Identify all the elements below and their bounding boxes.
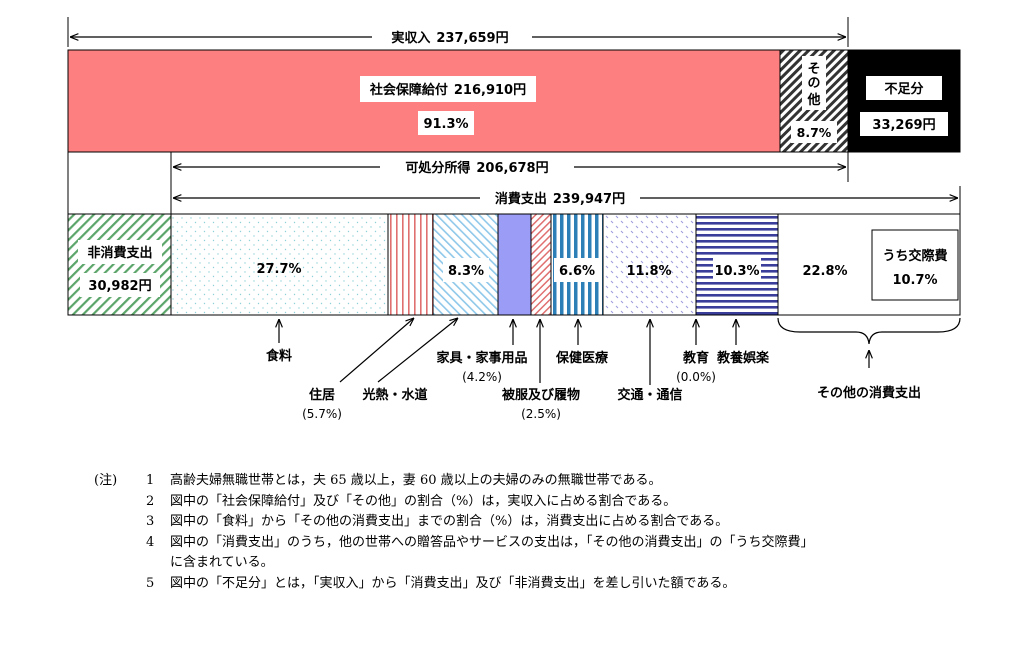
culture-pct: 10.3% (714, 264, 759, 279)
culture-pct-box (713, 258, 761, 282)
other-label-char-1: そ (807, 62, 820, 77)
other-consumption-brace (777, 317, 961, 345)
transport-pct: 11.8% (626, 264, 671, 279)
note-text: 図中の「社会保障給付」及び「その他」の割合（%）は，実収入に占める割合である。 (170, 493, 677, 509)
shortfall-label-box (866, 76, 942, 100)
non-consumption-label-box (78, 240, 162, 264)
note-text: 図中の「不足分」とは，「実収入」から「消費支出」及び「非消費支出」を差し引いた額… (170, 575, 736, 591)
shortfall-amount-box (860, 112, 948, 136)
social-pct-box (418, 111, 474, 135)
social-pct: 91.3% (423, 117, 468, 132)
callouts (279, 317, 961, 385)
other-label-char-3: 他 (806, 92, 820, 108)
shortfall-label: 不足分 (884, 81, 923, 97)
segment-furniture (497, 213, 532, 316)
top-bar: 社会保障給付 216,910円 91.3% そ の 他 8.7% 不足分 33,2… (67, 49, 961, 153)
label-education: 教育 (682, 350, 709, 366)
non-consumption-amount-box (80, 273, 160, 297)
social-expense-pct: 10.7% (892, 273, 937, 288)
segment-transport (602, 213, 697, 316)
segment-clothing (530, 213, 552, 316)
non-consumption-amount: 30,982円 (88, 279, 151, 294)
label-clothing: 被服及び履物 (501, 387, 580, 403)
medical-pct-box (554, 258, 600, 282)
label-other-consumption: その他の消費支出 (817, 385, 921, 401)
note-number: 2 (146, 493, 155, 509)
note-number: 3 (146, 514, 155, 529)
non-consumption-label: 非消費支出 (87, 245, 152, 261)
medical-pct: 6.6% (559, 264, 595, 279)
note-text-continued: に含まれている。 (170, 555, 274, 570)
label-culture: 教養娯楽 (716, 350, 770, 366)
other-label-char-2: の (807, 76, 820, 91)
food-pct: 27.7% (256, 262, 301, 277)
note-number: 1 (146, 473, 155, 488)
note-text: 図中の「消費支出」のうち，他の世帯への贈答品やサービスの支出は，「その他の消費支… (170, 534, 814, 550)
income-arrow: 実収入 237,659円 (67, 17, 849, 47)
social-expense-label: うち交際費 (882, 248, 947, 264)
pct-clothing: (2.5%) (521, 407, 561, 421)
social-label-box (360, 76, 536, 102)
note-row-1: (注) 1 高齢夫婦無職世帯とは，夫 65 歳以上，妻 60 歳以上の夫婦のみの… (94, 471, 814, 492)
consumption-arrow: 消費支出 239,947円 (173, 186, 961, 214)
household-budget-chart: 実収入 237,659円 社会保障給付 216,910円 91.3% そ の 他 8… (67, 17, 961, 421)
label-utilities: 光熱・水道 (361, 387, 427, 403)
note-row-2: 2 図中の「社会保障給付」及び「その他」の割合（%）は，実収入に占める割合である… (94, 492, 814, 513)
callout-housing (339, 318, 414, 383)
shortfall-amount: 33,269円 (872, 118, 935, 133)
note-text: 高齢夫婦無職世帯とは，夫 65 歳以上，妻 60 歳以上の夫婦のみの無職世帯であ… (170, 473, 662, 488)
note-row-3: 3 図中の「食料」から「その他の消費支出」までの割合（%）は，消費支出に占める割… (94, 512, 814, 533)
disposable-income-label: 可処分所得 206,678円 (405, 160, 548, 176)
label-furniture: 家具・家事用品 (436, 350, 527, 366)
note-number: 4 (146, 534, 155, 550)
income-label: 実収入 237,659円 (391, 30, 508, 46)
pct-furniture: (4.2%) (462, 370, 502, 384)
segment-non-consumption (67, 213, 172, 316)
bottom-bar: 非消費支出 30,982円 27.7% 8.3% 6.6% 11.8% 10.3… (67, 213, 961, 316)
other-label-box (802, 56, 826, 110)
utilities-pct: 8.3% (448, 264, 484, 279)
note-text: 図中の「食料」から「その他の消費支出」までの割合（%）は，消費支出に占める割合で… (170, 514, 729, 529)
pct-education: (0.0%) (676, 370, 716, 384)
callout-utilities (377, 318, 458, 383)
label-housing: 住居 (309, 387, 335, 403)
segment-housing (387, 213, 434, 316)
label-transport: 交通・通信 (617, 387, 682, 403)
other-pct-box (791, 121, 837, 143)
other-pct: 8.7% (797, 125, 832, 140)
notes-head: (注) (94, 473, 118, 488)
pct-housing: (5.7%) (302, 407, 342, 421)
consumption-label: 消費支出 239,947円 (495, 191, 625, 207)
footnotes: (注) 1 高齢夫婦無職世帯とは，夫 65 歳以上，妻 60 歳以上の夫婦のみの… (94, 471, 814, 594)
label-food: 食料 (266, 348, 292, 364)
note-number: 5 (146, 575, 155, 591)
category-labels: 食料 住居 (5.7%) 光熱・水道 家具・家事用品 (4.2%) 被服及び履物… (266, 348, 921, 421)
utilities-pct-box (443, 258, 489, 282)
other-consumption-pct: 22.8% (802, 264, 847, 279)
note-row-5: 5 図中の「不足分」とは，「実収入」から「消費支出」及び「非消費支出」を差し引い… (94, 574, 814, 595)
social-expense-box (871, 229, 959, 301)
label-medical: 保健医療 (555, 350, 609, 366)
segment-shortfall (847, 49, 961, 153)
segment-food (170, 213, 389, 316)
note-row-4: 4 図中の「消費支出」のうち，他の世帯への贈答品やサービスの支出は，「その他の消… (94, 533, 814, 574)
social-label: 社会保障給付 216,910円 (369, 82, 526, 98)
